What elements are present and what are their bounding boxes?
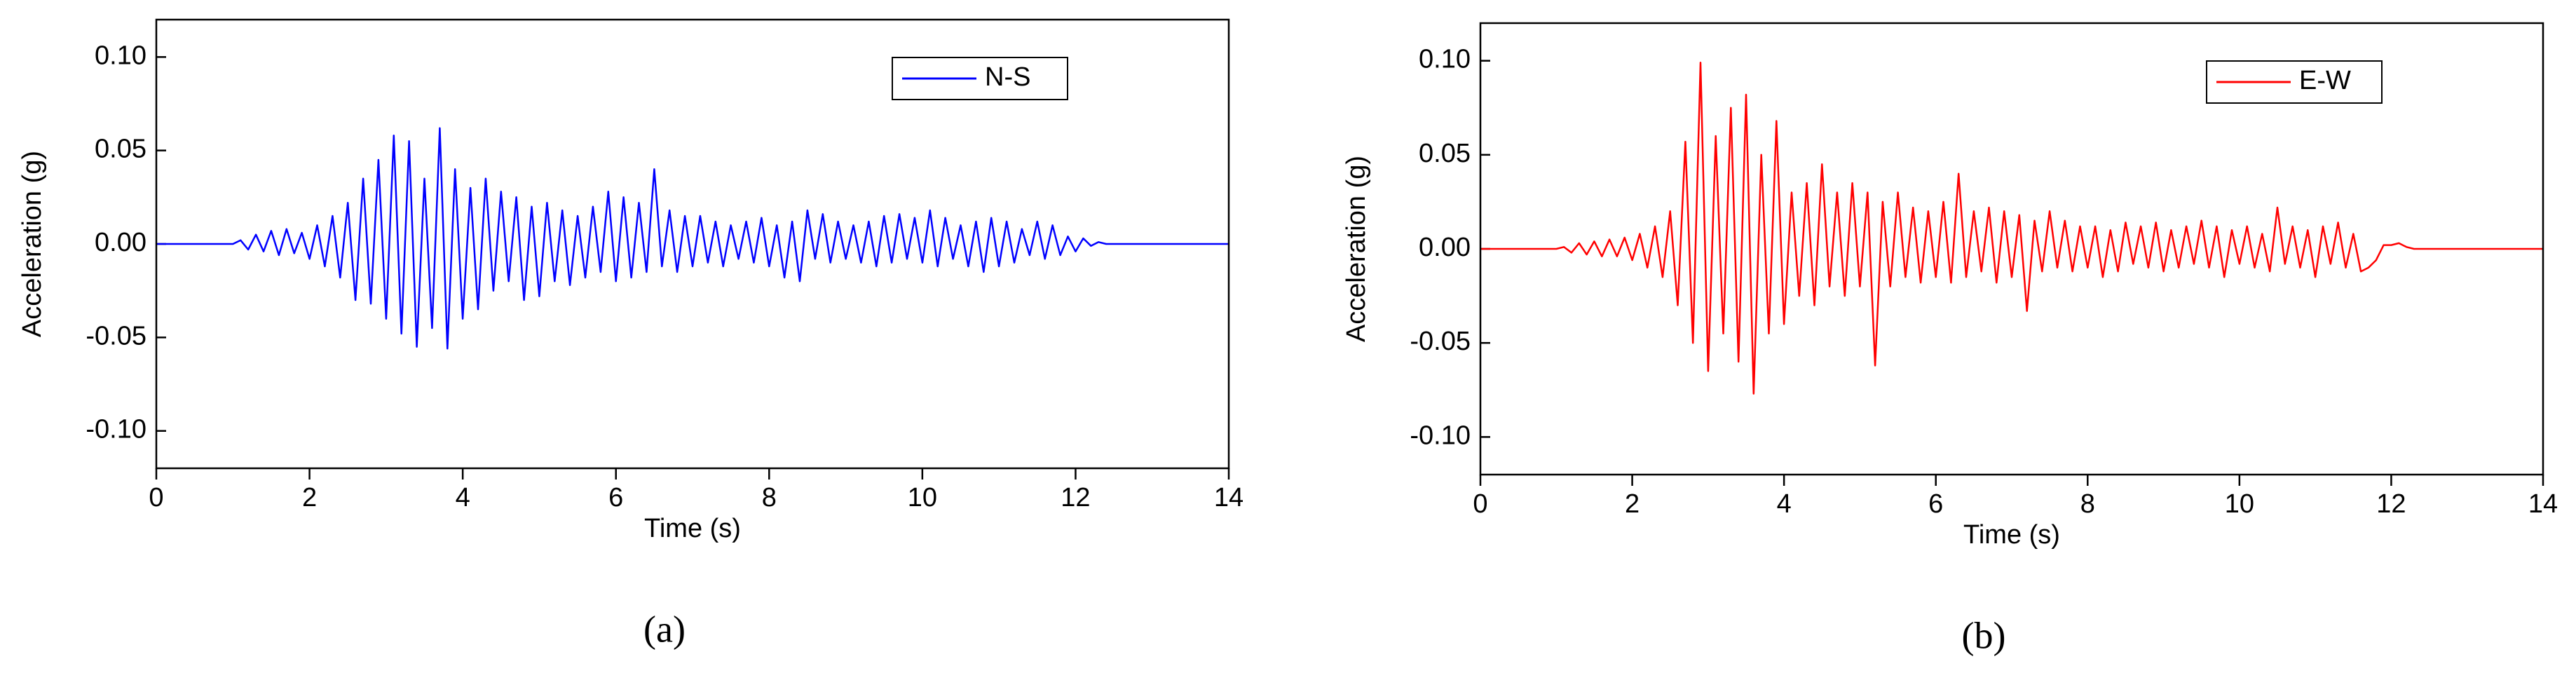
y-tick-label: -0.05 <box>86 321 146 351</box>
caption: (b) <box>1962 614 2006 656</box>
y-tick-label: 0.05 <box>95 135 146 164</box>
legend-label: E-W <box>2299 66 2351 95</box>
x-tick-label: 6 <box>1928 489 1943 519</box>
legend-label: N-S <box>985 62 1030 92</box>
y-tick-label: -0.10 <box>1410 421 1471 450</box>
x-tick-label: 8 <box>2080 489 2095 519</box>
y-tick-label: 0.10 <box>95 41 146 70</box>
x-tick-label: 6 <box>608 483 623 512</box>
x-tick-label: 4 <box>1777 489 1792 519</box>
x-tick-label: 8 <box>762 483 777 512</box>
plot-frame <box>1479 22 2544 476</box>
y-axis-label: Acceleration (g) <box>18 151 47 337</box>
x-tick-label: 2 <box>1625 489 1640 519</box>
x-tick-label: 14 <box>1214 483 1243 512</box>
x-tick-label: 2 <box>302 483 317 512</box>
x-tick-label: 10 <box>2225 489 2254 519</box>
x-tick-label: 0 <box>149 483 163 512</box>
x-tick-label: 10 <box>908 483 937 512</box>
x-tick-label: 0 <box>1473 489 1487 519</box>
x-axis-label: Time (s) <box>1963 520 2060 550</box>
x-axis-label: Time (s) <box>644 514 741 543</box>
x-tick-label: 14 <box>2528 489 2558 519</box>
x-tick-label: 4 <box>456 483 470 512</box>
series-line <box>156 127 1229 350</box>
y-tick-label: 0.10 <box>1419 45 1471 74</box>
x-tick-label: 12 <box>1061 483 1090 512</box>
y-tick-label: -0.10 <box>86 415 146 444</box>
plot-frame <box>155 18 1230 470</box>
y-tick-label: 0.00 <box>95 228 146 257</box>
series-line <box>1480 62 2543 395</box>
chart: -0.10 -0.05 0.00 0.05 0.10 0 2 4 6 8 10 12 14 Time (s… <box>1342 22 2558 656</box>
x-tick-label: 12 <box>2376 489 2406 519</box>
y-tick-label: -0.05 <box>1410 327 1471 356</box>
y-tick-label: 0.05 <box>1419 139 1471 168</box>
chart: -0.10 -0.05 0.00 0.05 0.10 0 2 4 6 8 10 12 14 Time (s… <box>18 18 1243 650</box>
y-tick-label: 0.00 <box>1419 233 1471 262</box>
y-axis-label: Acceleration (g) <box>1342 156 1371 342</box>
caption: (a) <box>643 608 686 650</box>
